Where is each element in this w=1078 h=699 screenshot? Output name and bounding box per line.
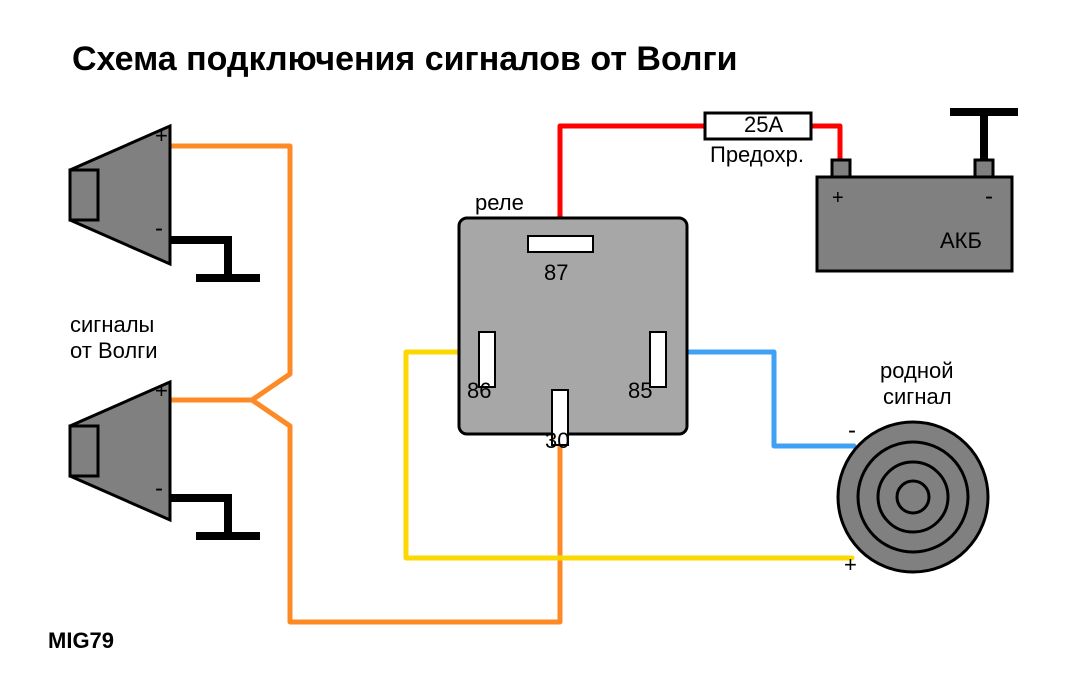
relay-pin-87: [528, 236, 593, 252]
ground-speaker-bottom: [170, 498, 260, 536]
native-horn-label-1: родной: [880, 358, 954, 383]
speakers-label-2: от Волги: [70, 338, 158, 363]
pin85-label: 85: [628, 378, 652, 403]
native-horn-label-2: сигнал: [883, 384, 952, 409]
pin30-label: 30: [545, 428, 569, 453]
native-horn-plus: +: [844, 552, 857, 577]
speaker-top-magnet: [70, 170, 98, 220]
battery-plus: +: [832, 187, 844, 209]
wiring-diagram: Схема подключения сигналов от Волги 25А …: [0, 0, 1078, 699]
sp2-plus: +: [155, 378, 168, 403]
ground-speaker-top: [170, 240, 260, 278]
diagram-title: Схема подключения сигналов от Волги: [72, 40, 738, 78]
sp2-minus: -: [155, 475, 163, 502]
relay: реле 87 86 85 30: [459, 190, 687, 453]
pin86-label: 86: [467, 378, 491, 403]
relay-label: реле: [475, 190, 524, 215]
battery-body: [817, 177, 1012, 271]
wire-blue: [666, 352, 854, 446]
sp1-plus: +: [155, 123, 168, 148]
battery: АКБ + -: [817, 160, 1012, 271]
pin87-label: 87: [544, 260, 568, 285]
watermark: MIG79: [48, 628, 114, 653]
sp1-minus: -: [155, 215, 163, 242]
battery-term-plus: [832, 160, 850, 177]
ground-battery: [950, 112, 1018, 160]
battery-term-minus: [975, 160, 993, 177]
battery-minus: -: [985, 183, 993, 210]
speaker-bottom-magnet: [70, 426, 98, 476]
speakers-label-1: сигналы: [70, 312, 154, 337]
horn-ring-4: [897, 481, 929, 513]
native-horn-minus: -: [848, 417, 856, 444]
battery-label: АКБ: [940, 228, 982, 253]
fuse-label: 25А: [744, 112, 783, 137]
fuse-sublabel: Предохр.: [710, 142, 804, 167]
native-horn: [838, 422, 988, 572]
